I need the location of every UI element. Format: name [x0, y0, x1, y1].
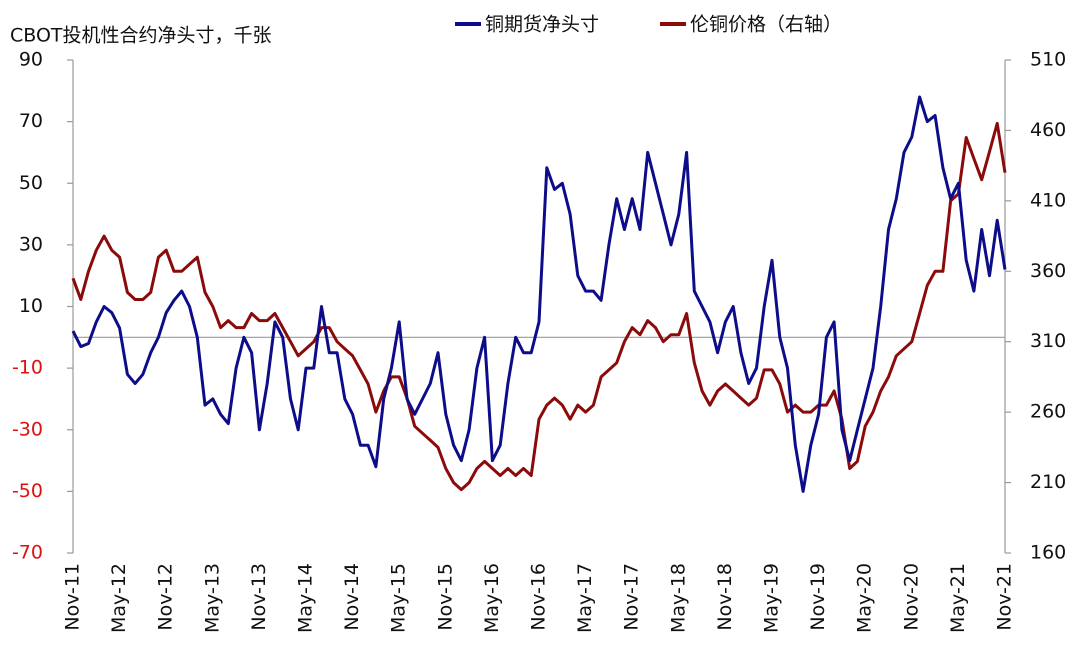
y2-tick-label: 160: [1030, 542, 1066, 564]
x-tick-label: May-18: [667, 563, 689, 633]
x-tick-label: May-15: [388, 563, 410, 633]
x-tick-label: May-13: [201, 563, 223, 633]
y2-tick-label: 360: [1030, 260, 1066, 282]
x-tick-label: May-17: [574, 563, 596, 633]
y-tick-label: 10: [19, 295, 43, 317]
legend-label: 铜期货净头寸: [485, 14, 599, 36]
y-tick-label: -10: [12, 357, 43, 379]
y2-tick-label: 410: [1030, 189, 1066, 211]
x-tick-label: Nov-14: [341, 563, 363, 631]
x-tick-label: May-14: [295, 563, 317, 633]
x-tick-label: Nov-17: [621, 563, 643, 631]
series-line: [71, 121, 1007, 492]
x-tick-label: Nov-18: [714, 563, 736, 631]
x-tick-label: Nov-21: [994, 563, 1016, 631]
x-tick-label: May-21: [947, 563, 969, 633]
x-tick-label: May-12: [108, 563, 130, 633]
x-tick-label: May-16: [481, 563, 503, 633]
x-tick-label: Nov-13: [248, 563, 270, 631]
x-tick-label: May-19: [761, 563, 783, 633]
y2-tick-label: 460: [1030, 119, 1066, 141]
y2-tick-label: 260: [1030, 401, 1066, 423]
y-tick-label: 50: [19, 172, 43, 194]
y-tick-label: -30: [12, 418, 43, 440]
x-tick-label: Nov-16: [528, 563, 550, 631]
y2-tick-label: 510: [1030, 49, 1066, 71]
x-tick-label: Nov-19: [807, 563, 829, 631]
chart-title: CBOT投机性合约净头寸，千张: [10, 25, 272, 47]
series-line: [71, 95, 1007, 493]
y-tick-label: -70: [12, 542, 43, 564]
y-tick-label: 90: [19, 49, 43, 71]
x-tick-label: May-20: [854, 563, 876, 633]
x-tick-label: Nov-20: [900, 563, 922, 631]
x-tick-label: Nov-12: [155, 563, 177, 631]
y-tick-label: 70: [19, 110, 43, 132]
legend-label: 伦铜价格（右轴）: [690, 14, 842, 36]
y-tick-label: 30: [19, 233, 43, 255]
y-tick-label: -50: [12, 480, 43, 502]
y2-tick-label: 310: [1030, 330, 1066, 352]
y2-tick-label: 210: [1030, 471, 1066, 493]
x-tick-label: Nov-11: [62, 563, 84, 631]
x-tick-label: Nov-15: [434, 563, 456, 631]
